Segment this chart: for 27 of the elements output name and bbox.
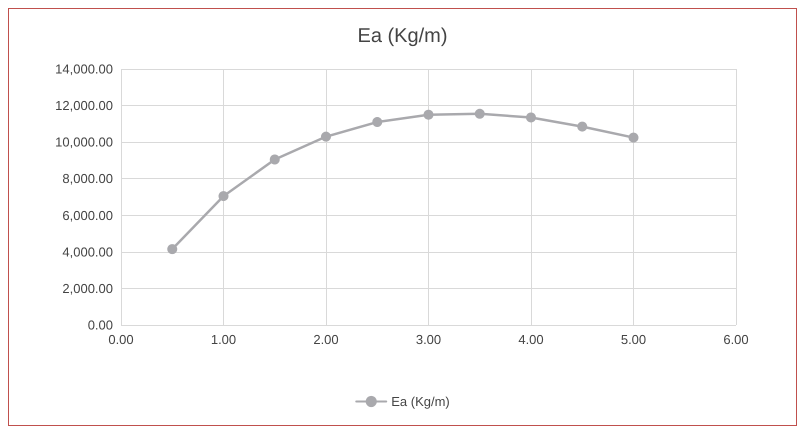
chart-title: Ea (Kg/m) bbox=[357, 25, 448, 47]
y-tick-label: 12,000.00 bbox=[55, 98, 113, 114]
y-tick-label: 6,000.00 bbox=[62, 208, 113, 223]
y-tick-label: 4,000.00 bbox=[62, 244, 113, 260]
y-tick-label: 10,000.00 bbox=[55, 134, 113, 150]
point bbox=[424, 110, 434, 120]
point bbox=[372, 117, 382, 128]
x-tick-label: 5.00 bbox=[620, 332, 646, 347]
point bbox=[321, 132, 331, 142]
y-tick-label: 0.00 bbox=[88, 318, 113, 332]
x-tick-label: 4.00 bbox=[518, 332, 544, 347]
point bbox=[526, 112, 536, 122]
y-tick-label: 8,000.00 bbox=[62, 171, 113, 186]
x-tick-label: 0.00 bbox=[108, 332, 134, 347]
legend-label: Ea (Kg/m) bbox=[391, 394, 450, 409]
x-tick-label: 3.00 bbox=[416, 332, 442, 347]
point bbox=[474, 108, 485, 119]
y-tick-label: 2,000.00 bbox=[62, 280, 113, 296]
point bbox=[167, 244, 178, 254]
x-tick-label: 1.00 bbox=[210, 332, 236, 347]
x-tick-label: 6.00 bbox=[723, 332, 749, 347]
x-tick-label: 2.00 bbox=[313, 332, 339, 347]
point bbox=[577, 122, 588, 132]
y-tick-label: 14,000.00 bbox=[55, 62, 113, 76]
point bbox=[270, 154, 280, 165]
point bbox=[628, 132, 638, 143]
point bbox=[218, 191, 228, 202]
